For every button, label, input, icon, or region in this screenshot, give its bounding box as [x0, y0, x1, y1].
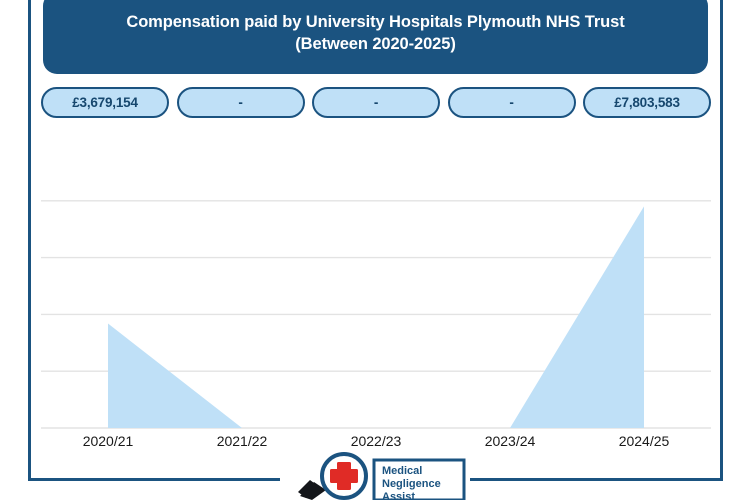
- page-title: Compensation paid by University Hospital…: [126, 12, 625, 53]
- red-cross-icon: [330, 462, 358, 490]
- frame-border-left: [28, 0, 31, 481]
- frame-border-bottom-left: [28, 478, 280, 481]
- x-tick-0: 2020/21: [82, 433, 134, 449]
- chart-canvas: [41, 200, 711, 429]
- chart-area-series: [108, 206, 644, 428]
- logo-text-box: [372, 458, 466, 500]
- magnifier-handle-icon: [298, 480, 326, 500]
- logo-line-3: Assist: [382, 491, 415, 500]
- x-tick-4: 2024/25: [618, 433, 670, 449]
- frame-border-bottom-right: [470, 478, 723, 481]
- brand-logo: Medical Negligence Assist: [296, 452, 468, 500]
- x-tick-3: 2023/24: [484, 433, 536, 449]
- value-pill-2023-24: -: [447, 87, 576, 118]
- x-axis-labels: 2020/21 2021/22 2022/23 2023/24 2024/25: [41, 430, 711, 452]
- value-pill-row: £3,679,154 - - - £7,803,583: [41, 86, 711, 119]
- x-tick-1: 2021/22: [216, 433, 268, 449]
- x-tick-2: 2022/23: [350, 433, 402, 449]
- logo-line-1: Medical: [382, 465, 422, 477]
- chart-title-bar: Compensation paid by University Hospital…: [43, 0, 708, 74]
- value-pill-2021-22: -: [176, 87, 305, 118]
- value-pill-2024-25: £7,803,583: [583, 87, 711, 118]
- logo-graphic: Medical Negligence Assist: [298, 452, 466, 500]
- area-chart: [41, 132, 711, 432]
- logo-line-2: Negligence: [382, 478, 441, 490]
- frame-border-right: [720, 0, 723, 481]
- value-pill-2020-21: £3,679,154: [41, 87, 169, 118]
- value-pill-2022-23: -: [312, 87, 440, 118]
